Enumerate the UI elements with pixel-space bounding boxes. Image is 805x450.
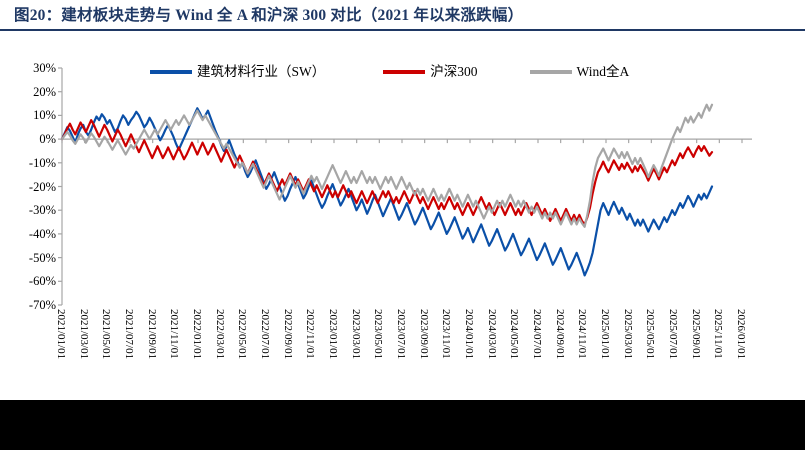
x-tick-label: 2024/03/01 [485,309,498,360]
legend-label: 沪深300 [430,64,478,79]
chart-svg [58,67,752,306]
y-tick-label: 30% [33,61,56,75]
x-tick-label: 2024/05/01 [508,309,521,360]
y-tick-label: 0% [39,132,56,147]
x-tick-label: 2021/05/01 [100,309,113,360]
x-tick-label: 2022/03/01 [213,309,226,360]
x-tick-label: 2022/07/01 [259,309,271,360]
x-tick-label: 2025/07/01 [667,309,679,360]
title-divider [0,29,805,31]
axis-layer [58,67,752,306]
x-tick-label: 2023/05/01 [372,309,385,360]
legend-swatch-icon [529,70,572,74]
series-line-2 [60,119,714,226]
y-tick-label: -60% [28,274,56,289]
x-tick-label: 2025/09/01 [689,309,702,360]
page-title: 图20：建材板块走势与 Wind 全 A 和沪深 300 对比（2021 年以来… [14,7,524,24]
y-tick-label: -20% [28,179,56,194]
x-tick-label: 2022/09/01 [281,309,294,360]
figure-container: 图20：建材板块走势与 Wind 全 A 和沪深 300 对比（2021 年以来… [0,0,805,400]
x-tick-label: 2026/01/01 [735,309,747,360]
x-tick-label: 2025/03/01 [621,309,634,360]
x-tick-label: 2023/07/01 [395,309,407,360]
x-tick-label: 2021/01/01 [55,309,67,360]
legend-item-1[interactable]: 建筑材料行业（SW） [150,65,325,79]
y-tick-label: -10% [28,155,56,170]
x-tick-label: 2022/01/01 [191,309,203,360]
x-tick-label: 2021/03/01 [77,309,90,360]
x-tick-label: 2023/01/01 [327,309,339,360]
y-tick-label: -40% [28,226,56,241]
x-tick-label: 2024/07/01 [531,309,543,360]
y-tick-label: -30% [28,203,56,218]
legend-swatch-icon [150,70,192,74]
y-tick-label: 20% [33,84,56,99]
x-tick-label: 2021/11/01 [168,309,181,359]
y-tick-label: 10% [33,108,56,123]
x-tick-label: 2023/09/01 [417,309,430,360]
x-tick-label: 2022/05/01 [236,309,249,360]
x-tick-label: 2021/09/01 [145,309,158,360]
x-tick-label: 2023/11/01 [440,309,453,359]
legend-item-3[interactable]: Wind全A [529,64,630,79]
legend-label: Wind全A [576,64,630,79]
legend-item-2[interactable]: 沪深300 [383,64,478,79]
legend-swatch-icon [383,70,426,74]
y-tick-label: -50% [28,250,56,265]
series-layer [60,103,714,277]
x-tick-label: 2024/09/01 [553,309,566,360]
x-tick-label: 2021/07/01 [123,309,135,360]
series-line-3 [60,103,714,228]
x-tick-label: 2022/11/01 [304,309,317,359]
x-tick-label: 2024/01/01 [463,309,475,360]
x-tick-label: 2025/05/01 [644,309,657,360]
x-tick-label: 2024/11/01 [576,309,589,359]
plot-area: 建筑材料行业（SW） 沪深300 Wind全A 30% 20% 10% 0% -10% -20… [0,31,805,400]
y-tick-label: -70% [28,298,56,312]
x-tick-label: 2025/01/01 [599,309,611,360]
chart-legend: 建筑材料行业（SW） 沪深300 Wind全A [150,61,670,83]
legend-label: 建筑材料行业（SW） [197,64,326,79]
x-tick-label: 2025/11/01 [712,309,725,359]
x-tick-label: 2023/03/01 [349,309,362,360]
